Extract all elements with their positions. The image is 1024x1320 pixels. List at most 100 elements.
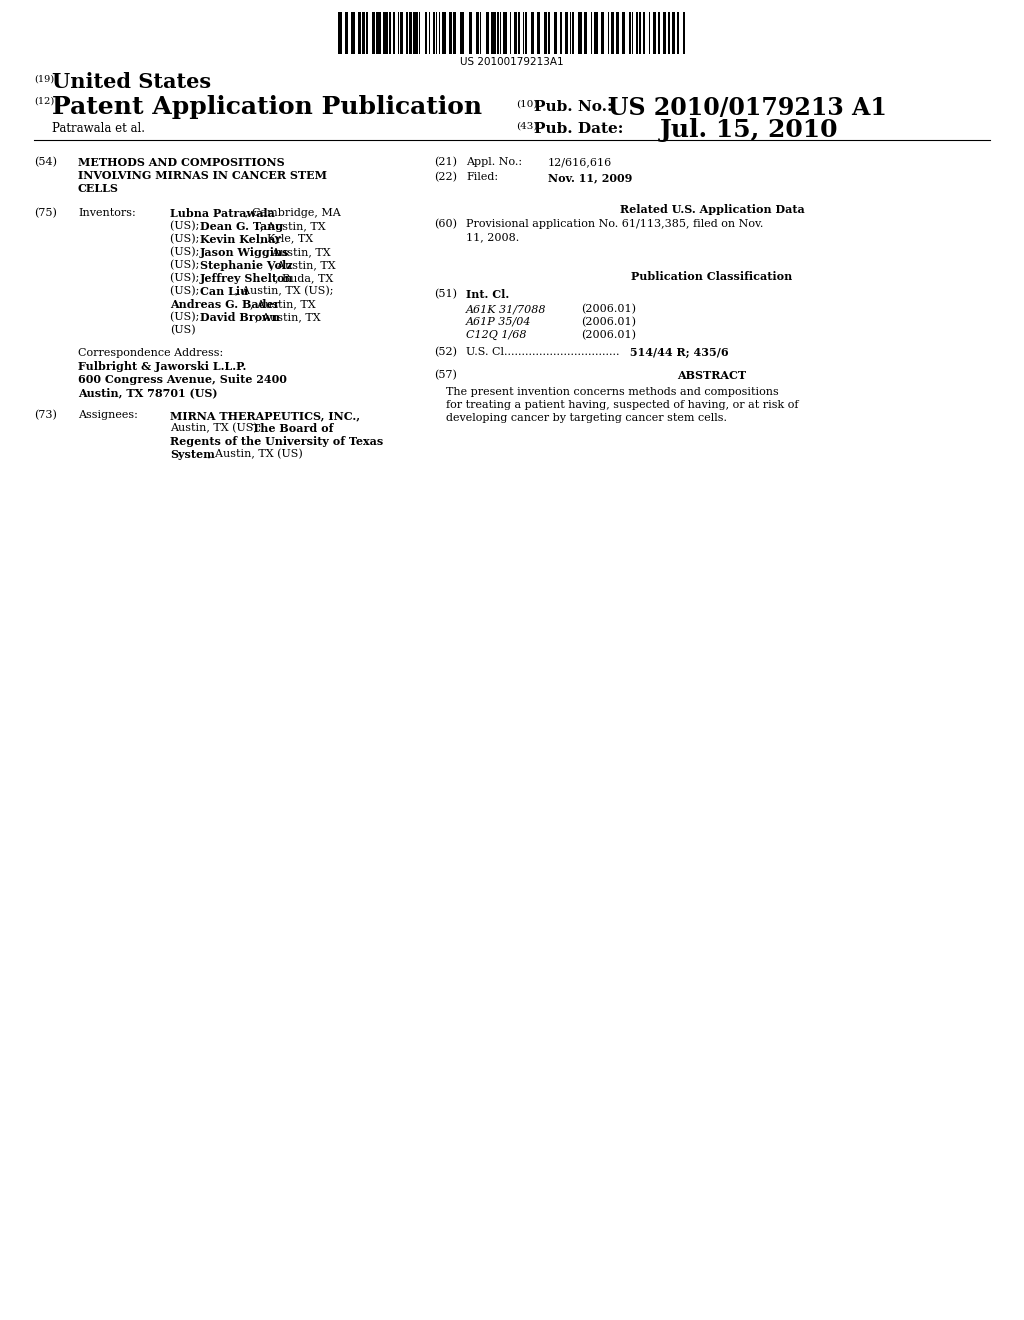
Text: INVOLVING MIRNAS IN CANCER STEM: INVOLVING MIRNAS IN CANCER STEM: [78, 170, 327, 181]
Bar: [460, 12, 465, 54]
Text: , Buda, TX: , Buda, TX: [275, 273, 333, 282]
Bar: [453, 12, 456, 54]
Bar: [357, 12, 360, 54]
Text: (US);: (US);: [170, 273, 203, 284]
Text: Stephanie Volz: Stephanie Volz: [200, 260, 293, 271]
Text: (57): (57): [434, 370, 457, 380]
Text: 600 Congress Avenue, Suite 2400: 600 Congress Avenue, Suite 2400: [78, 374, 287, 385]
Bar: [525, 12, 527, 54]
Text: (2006.01): (2006.01): [581, 304, 636, 314]
Text: (10): (10): [516, 100, 538, 110]
Text: David Brown: David Brown: [200, 312, 280, 323]
Bar: [554, 12, 557, 54]
Bar: [433, 12, 434, 54]
Text: , Austin, TX (US): , Austin, TX (US): [208, 449, 303, 459]
Bar: [407, 12, 408, 54]
Text: Publication Classification: Publication Classification: [632, 271, 793, 282]
Text: Pub. Date:: Pub. Date:: [534, 121, 624, 136]
Text: ................................: ................................: [504, 347, 620, 356]
Text: , Austin, TX (US);: , Austin, TX (US);: [234, 286, 334, 297]
Bar: [439, 12, 440, 54]
Bar: [469, 12, 471, 54]
Text: (US): (US): [170, 325, 196, 335]
Text: Austin, TX (US);: Austin, TX (US);: [170, 422, 265, 433]
Text: Appl. No.:: Appl. No.:: [466, 157, 522, 168]
Bar: [643, 12, 645, 54]
Bar: [514, 12, 517, 54]
Text: US 2010/0179213 A1: US 2010/0179213 A1: [608, 96, 887, 120]
Text: METHODS AND COMPOSITIONS: METHODS AND COMPOSITIONS: [78, 157, 285, 168]
Text: , Austin, TX: , Austin, TX: [260, 220, 326, 231]
Bar: [531, 12, 535, 54]
Text: ABSTRACT: ABSTRACT: [678, 370, 746, 381]
Bar: [397, 12, 399, 54]
Text: Lubna Patrawala: Lubna Patrawala: [170, 209, 274, 219]
Text: developing cancer by targeting cancer stem cells.: developing cancer by targeting cancer st…: [446, 413, 727, 422]
Bar: [623, 12, 625, 54]
Text: (51): (51): [434, 289, 457, 300]
Bar: [522, 12, 524, 54]
Bar: [657, 12, 660, 54]
Text: Filed:: Filed:: [466, 172, 498, 182]
Bar: [544, 12, 547, 54]
Bar: [579, 12, 583, 54]
Text: Fulbright & Jaworski L.L.P.: Fulbright & Jaworski L.L.P.: [78, 360, 247, 372]
Bar: [565, 12, 568, 54]
Text: US 20100179213A1: US 20100179213A1: [460, 57, 564, 67]
Text: (US);: (US);: [170, 220, 203, 231]
Bar: [372, 12, 375, 54]
Text: Can Liu: Can Liu: [200, 286, 248, 297]
Text: A61K 31/7088: A61K 31/7088: [466, 304, 547, 314]
Bar: [636, 12, 638, 54]
Bar: [632, 12, 634, 54]
Bar: [678, 12, 679, 54]
Bar: [497, 12, 499, 54]
Text: C12Q 1/68: C12Q 1/68: [466, 330, 526, 341]
Text: , Cambridge, MA: , Cambridge, MA: [245, 209, 341, 218]
Text: Jeffrey Shelton: Jeffrey Shelton: [200, 273, 294, 284]
Bar: [548, 12, 550, 54]
Bar: [485, 12, 488, 54]
Bar: [389, 12, 390, 54]
Bar: [591, 12, 592, 54]
Text: (US);: (US);: [170, 260, 203, 271]
Bar: [480, 12, 481, 54]
Bar: [639, 12, 641, 54]
Bar: [594, 12, 598, 54]
Text: (75): (75): [34, 209, 57, 218]
Text: Assignees:: Assignees:: [78, 411, 138, 420]
Text: (54): (54): [34, 157, 57, 168]
Text: for treating a patient having, suspected of having, or at risk of: for treating a patient having, suspected…: [446, 400, 799, 411]
Bar: [338, 12, 342, 54]
Bar: [362, 12, 365, 54]
Bar: [492, 12, 496, 54]
Text: (US);: (US);: [170, 312, 203, 322]
Text: (2006.01): (2006.01): [581, 317, 636, 327]
Bar: [377, 12, 381, 54]
Text: (US);: (US);: [170, 286, 203, 296]
Bar: [449, 12, 452, 54]
Text: CELLS: CELLS: [78, 183, 119, 194]
Bar: [584, 12, 587, 54]
Text: Jason Wiggins: Jason Wiggins: [200, 247, 290, 257]
Bar: [664, 12, 667, 54]
Text: Andreas G. Bader: Andreas G. Bader: [170, 300, 280, 310]
Text: Jul. 15, 2010: Jul. 15, 2010: [660, 117, 839, 143]
Bar: [601, 12, 603, 54]
Text: 11, 2008.: 11, 2008.: [466, 232, 519, 242]
Text: (22): (22): [434, 172, 457, 182]
Bar: [345, 12, 348, 54]
Bar: [629, 12, 631, 54]
Text: United States: United States: [52, 73, 211, 92]
Text: , Austin, TX: , Austin, TX: [255, 312, 321, 322]
Bar: [351, 12, 355, 54]
Bar: [537, 12, 540, 54]
Text: Kevin Kelnar: Kevin Kelnar: [200, 234, 282, 246]
Text: U.S. Cl.: U.S. Cl.: [466, 347, 508, 356]
Text: (52): (52): [434, 347, 457, 358]
Text: , Kyle, TX: , Kyle, TX: [260, 234, 313, 244]
Text: Pub. No.:: Pub. No.:: [534, 100, 612, 114]
Bar: [653, 12, 656, 54]
Bar: [683, 12, 685, 54]
Text: , Austin, TX: , Austin, TX: [265, 247, 331, 257]
